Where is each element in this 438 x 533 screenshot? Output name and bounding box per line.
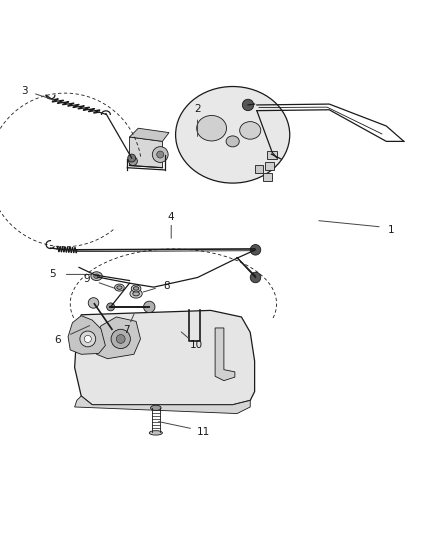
Text: 6: 6 xyxy=(54,335,61,345)
Text: 7: 7 xyxy=(123,325,130,335)
Bar xyxy=(262,173,272,181)
Polygon shape xyxy=(129,137,162,168)
Ellipse shape xyxy=(175,86,289,183)
Ellipse shape xyxy=(131,285,141,292)
Text: 11: 11 xyxy=(196,426,209,437)
Circle shape xyxy=(152,147,168,163)
Ellipse shape xyxy=(132,292,139,296)
Polygon shape xyxy=(94,317,140,359)
Text: 2: 2 xyxy=(194,104,201,115)
Circle shape xyxy=(250,245,260,255)
Circle shape xyxy=(128,157,137,166)
Ellipse shape xyxy=(239,122,260,139)
Circle shape xyxy=(116,335,125,343)
Ellipse shape xyxy=(130,289,142,298)
Circle shape xyxy=(84,335,91,342)
Text: 3: 3 xyxy=(21,86,28,96)
Circle shape xyxy=(143,301,155,312)
Text: 9: 9 xyxy=(83,274,90,284)
Text: 1: 1 xyxy=(386,225,393,235)
Polygon shape xyxy=(129,128,169,141)
Circle shape xyxy=(88,297,99,308)
Ellipse shape xyxy=(150,405,161,410)
Circle shape xyxy=(156,151,163,158)
Circle shape xyxy=(106,303,114,311)
Polygon shape xyxy=(74,396,250,414)
Ellipse shape xyxy=(196,116,226,141)
Text: 10: 10 xyxy=(190,340,203,350)
Text: 4: 4 xyxy=(167,212,174,222)
Ellipse shape xyxy=(117,286,122,289)
Ellipse shape xyxy=(226,136,239,147)
Circle shape xyxy=(80,331,95,347)
Ellipse shape xyxy=(91,272,102,280)
Bar xyxy=(254,165,263,173)
Text: 8: 8 xyxy=(163,281,170,291)
Circle shape xyxy=(127,154,135,162)
Ellipse shape xyxy=(114,284,124,291)
Ellipse shape xyxy=(149,431,162,435)
Bar xyxy=(266,151,276,159)
Bar xyxy=(264,162,274,170)
Text: 5: 5 xyxy=(49,269,56,279)
Circle shape xyxy=(250,272,260,282)
Ellipse shape xyxy=(94,274,99,278)
Polygon shape xyxy=(74,310,254,405)
Circle shape xyxy=(111,329,130,349)
Polygon shape xyxy=(215,328,234,381)
Ellipse shape xyxy=(133,287,138,290)
Circle shape xyxy=(242,99,253,111)
Polygon shape xyxy=(68,316,105,354)
